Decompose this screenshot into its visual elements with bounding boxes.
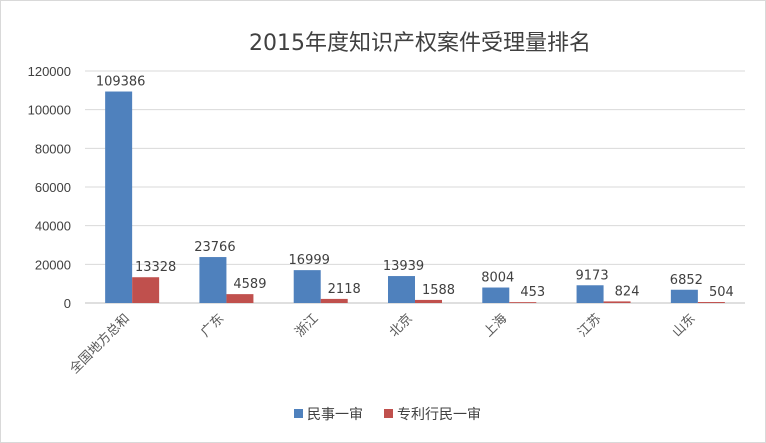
x-tick-label: 北京 (387, 311, 416, 340)
legend-label-series-1: 民事一审 (307, 407, 363, 423)
bar-series-2 (509, 302, 537, 303)
data-label: 8004 (481, 271, 514, 286)
x-tick-label: 广东 (198, 311, 227, 340)
y-tick-label: 80000 (35, 141, 71, 156)
data-label: 23766 (194, 240, 235, 255)
bar-series-1 (482, 287, 510, 303)
y-tick-label: 120000 (28, 64, 71, 79)
y-tick-label: 20000 (35, 257, 71, 272)
bar-series-2 (697, 302, 725, 303)
bar-series-2 (415, 299, 442, 303)
y-tick-label: 0 (64, 296, 71, 311)
bar-series-1 (105, 91, 133, 303)
bar-series-2 (132, 277, 160, 303)
legend: 民事一审 专利行民一审 (294, 407, 481, 423)
data-label: 13939 (383, 259, 424, 274)
data-label: 16999 (289, 253, 330, 268)
bar-series-1 (388, 276, 415, 303)
chart-title: 2015年度知识产权案件受理量排名 (249, 31, 591, 56)
data-labels: 109386 13328 23766 4589 16999 2118 13939 1588 80… (96, 75, 734, 301)
bars (105, 91, 725, 303)
bar-series-1 (199, 257, 227, 303)
y-tick-label: 60000 (35, 180, 71, 195)
legend-swatch-series-1 (294, 409, 303, 418)
y-tick-label: 100000 (28, 103, 71, 118)
bar-series-2 (226, 294, 254, 303)
legend-label-series-2: 专利行民一审 (397, 407, 481, 423)
data-label: 2118 (328, 282, 361, 297)
data-label: 824 (615, 284, 640, 299)
x-tick-label: 全国地方总和 (66, 311, 132, 377)
legend-swatch-series-2 (384, 409, 393, 418)
data-label: 9173 (576, 268, 609, 283)
y-axis: 0 20000 40000 60000 80000 100000 120000 (28, 64, 71, 311)
data-label: 4589 (233, 277, 266, 292)
data-label: 504 (709, 285, 734, 300)
data-label: 1588 (422, 283, 455, 298)
data-label: 6852 (670, 273, 703, 288)
x-axis: 全国地方总和 广东 浙江 北京 上海 江苏 山东 (66, 311, 698, 377)
data-label: 13328 (135, 260, 176, 275)
x-tick-label: 上海 (481, 311, 510, 340)
data-label: 109386 (96, 75, 146, 90)
bar-series-1 (293, 270, 321, 303)
x-tick-label: 山东 (670, 311, 699, 340)
x-tick-label: 江苏 (575, 311, 605, 341)
x-tick-label: 浙江 (293, 311, 322, 340)
y-tick-label: 40000 (35, 219, 71, 234)
bar-series-2 (603, 301, 631, 303)
bar-series-1 (670, 289, 698, 303)
gridlines (85, 70, 745, 304)
bar-series-1 (576, 285, 604, 303)
data-label: 453 (520, 285, 545, 300)
bar-series-2 (320, 298, 348, 303)
